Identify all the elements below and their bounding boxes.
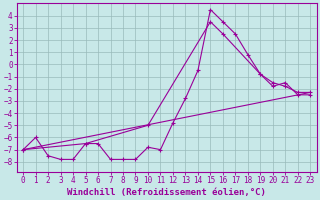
- X-axis label: Windchill (Refroidissement éolien,°C): Windchill (Refroidissement éolien,°C): [67, 188, 266, 197]
